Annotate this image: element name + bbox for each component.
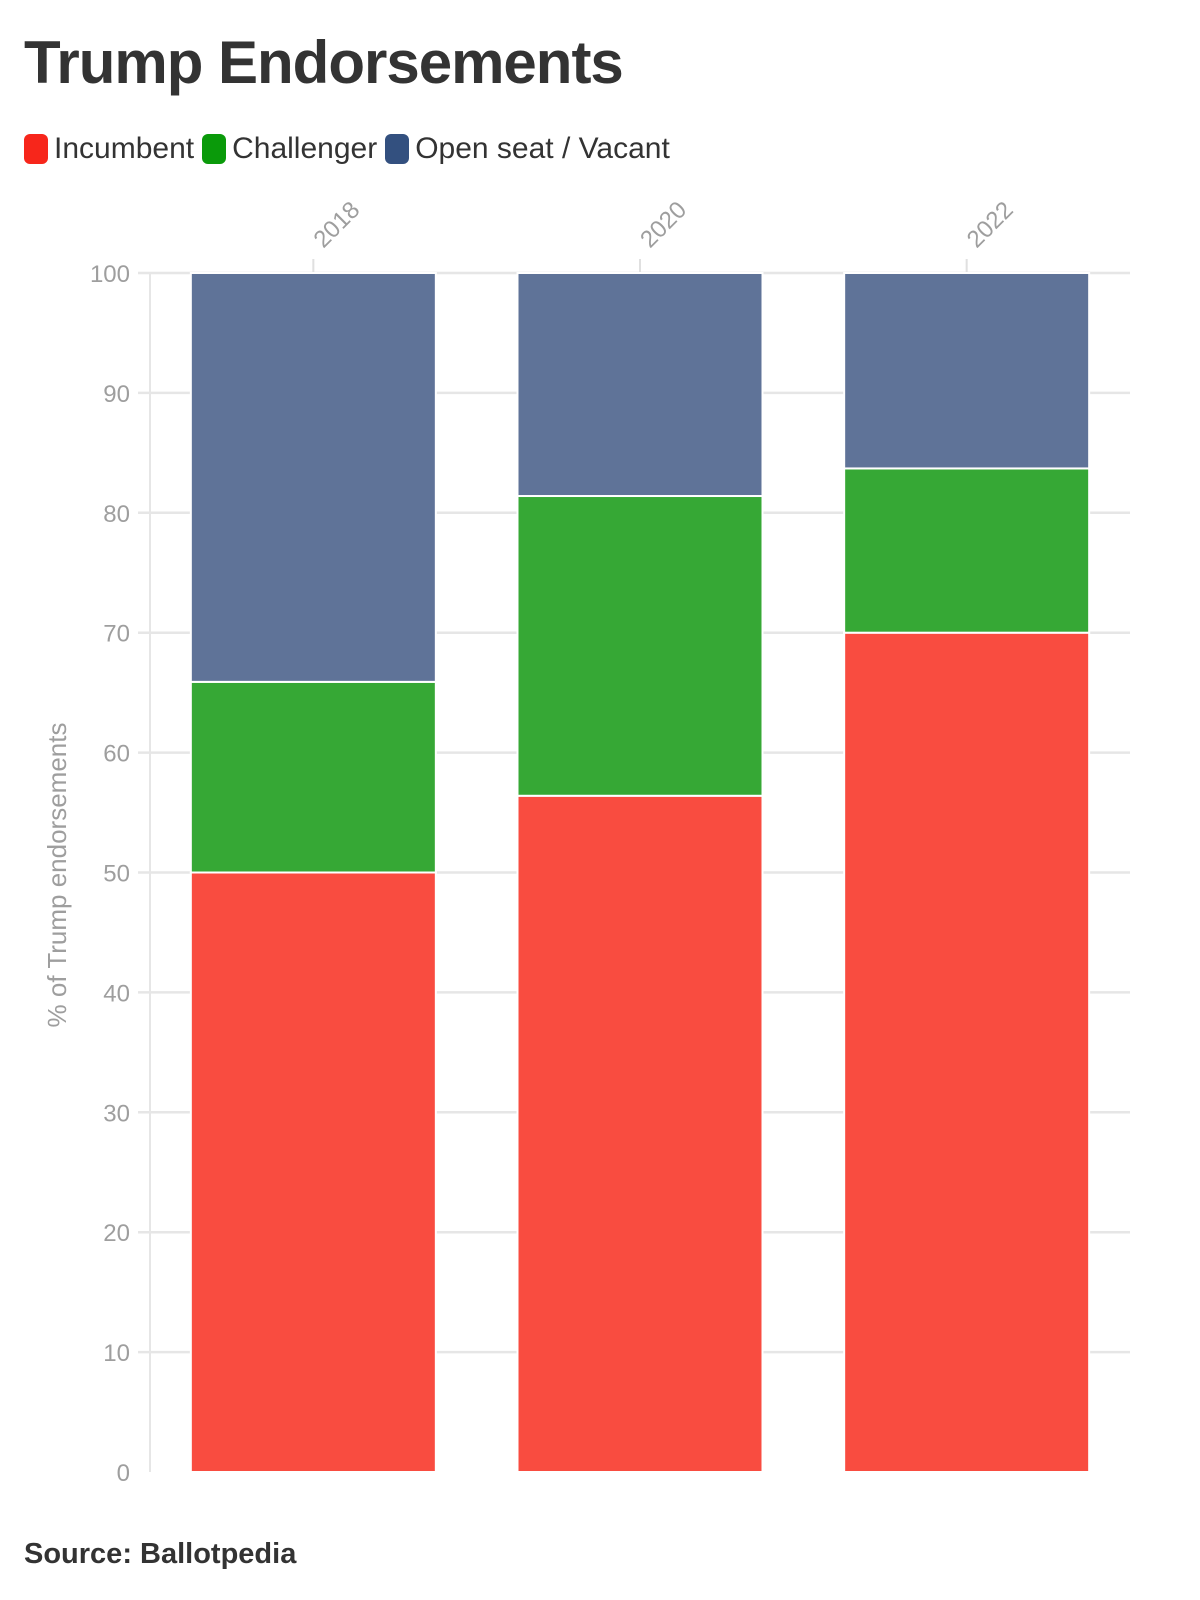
y-tick-labels: 0 10 20 30 40 50 60 70 80 90 100 xyxy=(90,261,130,1487)
y-tick-label: 60 xyxy=(103,741,130,768)
bar-open-seat-vacant-2020 xyxy=(516,272,764,498)
bar-open-seat-vacant-2018 xyxy=(189,272,437,683)
y-tick-label: 40 xyxy=(103,980,130,1007)
legend-label-open-seat: Open seat / Vacant xyxy=(415,132,670,165)
bar-challenger-2020 xyxy=(516,495,764,797)
legend-label-incumbent: Incumbent xyxy=(54,132,195,165)
y-tick-label: 20 xyxy=(103,1220,130,1247)
x-tick-label: 2020 xyxy=(635,196,692,253)
legend-swatch-challenger xyxy=(202,134,227,164)
y-tick-label: 30 xyxy=(103,1100,130,1127)
bar-incumbent-2020 xyxy=(516,794,764,1473)
y-tick-label: 100 xyxy=(90,261,130,288)
y-tick-label: 70 xyxy=(103,621,130,648)
legend-item-open-seat: Open seat / Vacant xyxy=(385,132,670,166)
x-tick-labels: 2018 2020 2022 xyxy=(308,196,1019,273)
bar-incumbent-2022 xyxy=(843,631,1091,1473)
y-tick-label: 10 xyxy=(103,1340,130,1367)
chart-title: Trump Endorsements xyxy=(24,29,624,96)
x-tick-label: 2018 xyxy=(308,196,365,253)
bar-challenger-2022 xyxy=(843,467,1091,634)
legend-item-challenger: Challenger xyxy=(202,132,377,166)
bar-challenger-2018 xyxy=(189,680,437,874)
x-tick-label: 2022 xyxy=(962,196,1019,253)
legend-label-challenger: Challenger xyxy=(232,132,378,165)
y-tick-label: 80 xyxy=(103,501,130,528)
y-tick-label: 50 xyxy=(103,861,130,888)
bar-incumbent-2018 xyxy=(189,871,437,1473)
chart-plot: 0 10 20 30 40 50 60 70 80 90 100 2018 2020 2022 % of… xyxy=(42,196,1130,1487)
bars xyxy=(189,272,1091,1473)
legend-swatch-open-seat xyxy=(385,134,410,164)
y-tick-label: 0 xyxy=(117,1460,130,1487)
source-note: Source: Ballotpedia xyxy=(24,1538,297,1570)
bar-open-seat-vacant-2022 xyxy=(843,272,1091,470)
legend: Incumbent Challenger Open seat / Vacant xyxy=(24,132,678,166)
y-tick-label: 90 xyxy=(103,381,130,408)
y-axis-label: % of Trump endorsements xyxy=(42,723,72,1028)
legend-item-incumbent: Incumbent xyxy=(24,132,194,166)
legend-swatch-incumbent xyxy=(24,134,48,164)
